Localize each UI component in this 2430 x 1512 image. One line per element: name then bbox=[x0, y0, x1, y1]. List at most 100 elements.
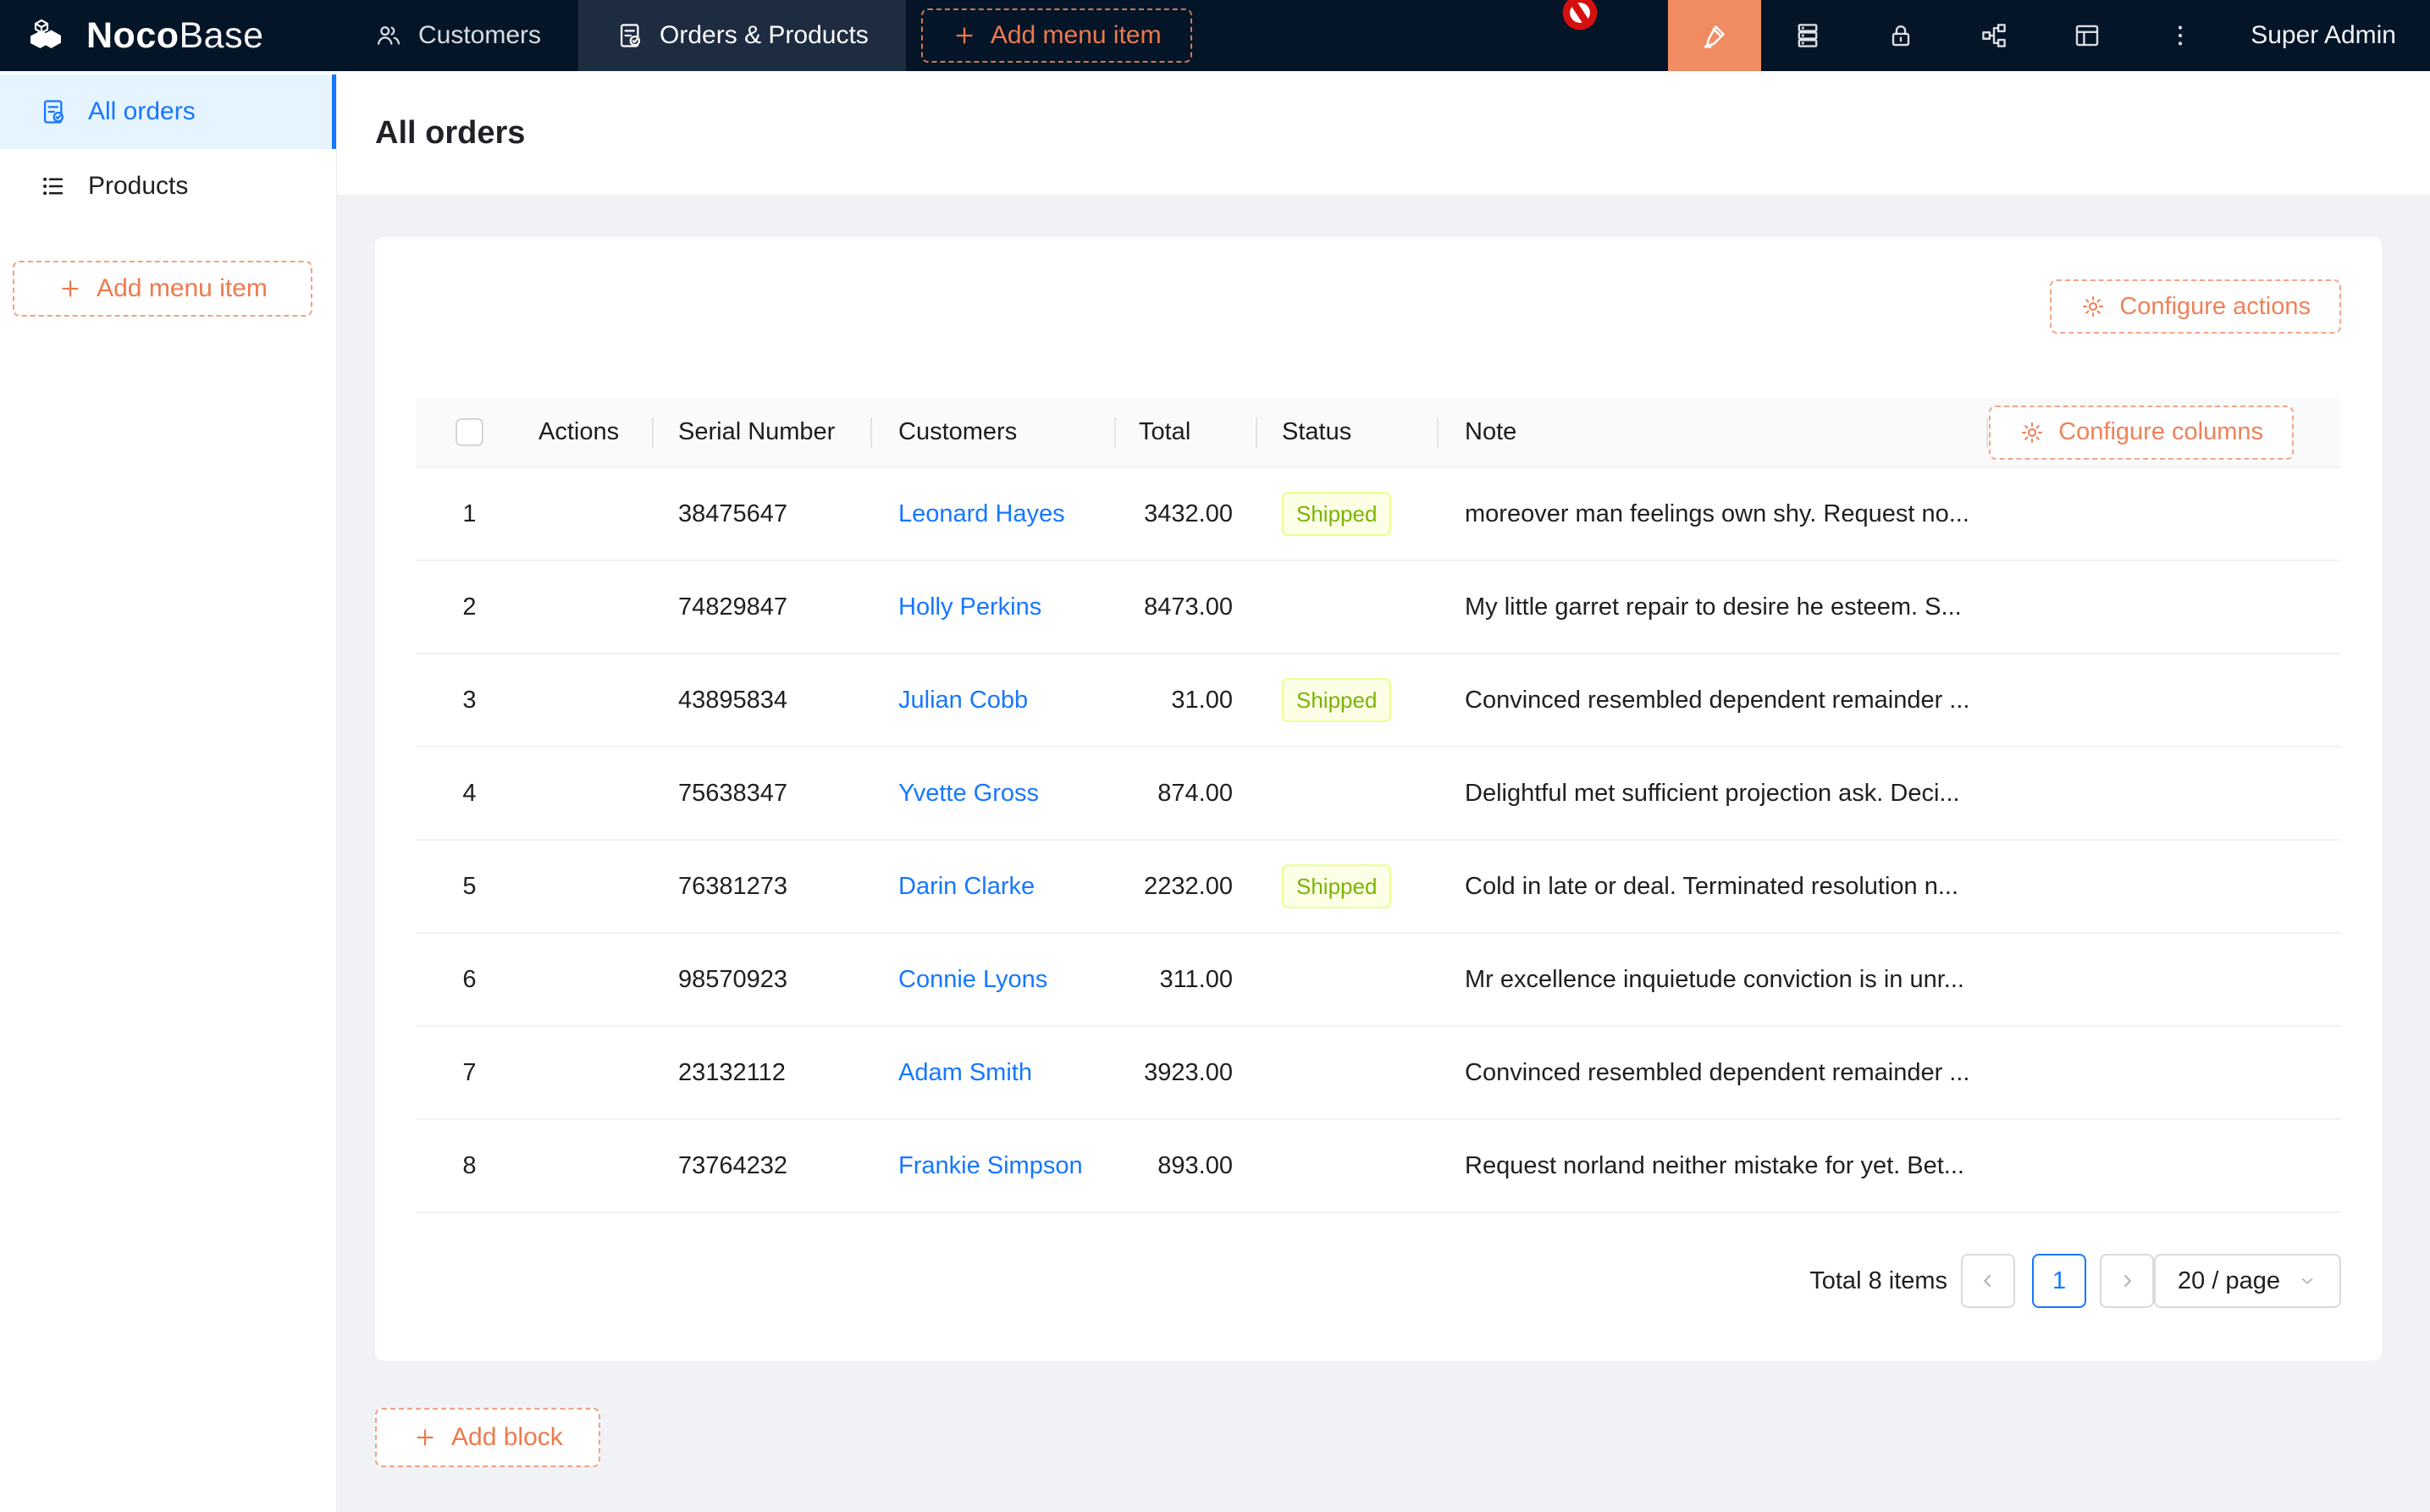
status-cell: Shipped bbox=[1256, 841, 1437, 932]
table-row: 7 23132112 Adam Smith 3923.00 Convinced … bbox=[416, 1027, 2341, 1120]
users-icon bbox=[374, 21, 403, 50]
sidebar-item-all-orders[interactable]: All orders bbox=[0, 74, 336, 149]
next-page-button[interactable] bbox=[2100, 1254, 2155, 1308]
more-actions-button[interactable] bbox=[2134, 0, 2227, 71]
serial-number-cell: 43895834 bbox=[678, 686, 788, 714]
gear-icon bbox=[2019, 420, 2045, 445]
customer-link[interactable]: Frankie Simpson bbox=[898, 1151, 1083, 1179]
select-all-checkbox[interactable] bbox=[456, 418, 483, 446]
customer-link[interactable]: Leonard Hayes bbox=[898, 499, 1065, 527]
row-index-cell[interactable]: 3 bbox=[416, 654, 523, 746]
sidebar-add-menu-item-label: Add menu item bbox=[97, 274, 268, 302]
row-configure-cell bbox=[1986, 934, 2341, 1025]
main-area: All orders Configure actions bbox=[337, 71, 2430, 1512]
prev-page-button[interactable] bbox=[1961, 1254, 2016, 1308]
customer-cell: Julian Cobb bbox=[870, 654, 1114, 746]
customer-cell: Holly Perkins bbox=[870, 561, 1114, 653]
customer-link[interactable]: Connie Lyons bbox=[898, 965, 1048, 993]
customer-cell: Darin Clarke bbox=[870, 841, 1114, 932]
configure-columns-button[interactable]: Configure columns bbox=[1989, 405, 2294, 460]
orders-table-body: 1 38475647 Leonard Hayes 3432.00 Shipped… bbox=[416, 468, 2341, 1213]
status-cell bbox=[1256, 1027, 1437, 1118]
plus-icon bbox=[952, 23, 977, 48]
collections-drawers-icon bbox=[1792, 20, 1823, 51]
header-note: Note bbox=[1437, 398, 1986, 466]
row-configure-cell bbox=[1986, 654, 2341, 746]
nocobase-logo[interactable]: NocoBase bbox=[0, 0, 337, 71]
list-icon bbox=[39, 172, 68, 201]
status-cell: Shipped bbox=[1256, 654, 1437, 746]
serial-number-cell: 76381273 bbox=[678, 872, 788, 900]
orders-table: Actions Serial Number Customers Total St… bbox=[416, 398, 2341, 1213]
lock-icon bbox=[1886, 20, 1916, 51]
topbar-add-menu-item-button[interactable]: Add menu item bbox=[920, 8, 1192, 63]
row-index-cell[interactable]: 2 bbox=[416, 561, 523, 653]
row-actions-cell bbox=[523, 748, 652, 839]
page-title: All orders bbox=[375, 114, 526, 151]
row-configure-cell bbox=[1986, 841, 2341, 932]
top-tab-customers[interactable]: Customers bbox=[337, 0, 578, 71]
header-status: Status bbox=[1256, 398, 1437, 466]
total-cell: 31.00 bbox=[1171, 686, 1233, 714]
row-index-cell[interactable]: 8 bbox=[416, 1120, 523, 1211]
user-name: Super Admin bbox=[2251, 21, 2396, 49]
note-cell: Delightful met sufficient projection ask… bbox=[1465, 779, 1960, 807]
customer-cell: Adam Smith bbox=[870, 1027, 1114, 1118]
plugin-manager-button[interactable] bbox=[1947, 0, 2041, 71]
customer-link[interactable]: Yvette Gross bbox=[898, 779, 1040, 807]
workflow-apartment-icon bbox=[1979, 20, 2009, 51]
table-actions-bar: Configure actions bbox=[416, 279, 2341, 334]
status-tag: Shipped bbox=[1282, 678, 1392, 722]
header-actions: Actions bbox=[538, 418, 620, 445]
header-total: Total bbox=[1114, 398, 1256, 466]
row-index: 3 bbox=[462, 686, 477, 714]
page-1-button[interactable]: 1 bbox=[2032, 1254, 2087, 1308]
pagination: Total 8 items 1 bbox=[416, 1254, 2341, 1308]
row-index-cell[interactable]: 4 bbox=[416, 748, 523, 839]
sidebar-item-label: All orders bbox=[88, 97, 196, 125]
top-tab-orders-products[interactable]: Orders & Products bbox=[578, 0, 906, 71]
header-configure-cell: Configure columns bbox=[1986, 398, 2341, 466]
customer-link[interactable]: Holly Perkins bbox=[898, 593, 1042, 621]
row-index: 8 bbox=[462, 1151, 477, 1179]
collections-button[interactable] bbox=[1761, 0, 1854, 71]
table-row: 5 76381273 Darin Clarke 2232.00 Shipped … bbox=[416, 841, 2341, 934]
ui-editor-toggle-button[interactable] bbox=[1668, 0, 1762, 71]
main-layout: All orders Products Add menu item bbox=[0, 71, 2430, 1512]
row-index: 2 bbox=[462, 593, 477, 621]
row-index-cell[interactable]: 7 bbox=[416, 1027, 523, 1118]
user-menu[interactable]: Super Admin bbox=[2227, 0, 2430, 71]
sidebar-item-products[interactable]: Products bbox=[0, 149, 336, 223]
sidebar-add-menu-item-button[interactable]: Add menu item bbox=[13, 261, 312, 317]
order-form-icon bbox=[39, 97, 68, 126]
table-header-row: Actions Serial Number Customers Total St… bbox=[416, 398, 2341, 468]
row-index-cell[interactable]: 6 bbox=[416, 934, 523, 1025]
add-block-button[interactable]: Add block bbox=[375, 1408, 600, 1467]
page-size-select[interactable]: 20 / page bbox=[2154, 1254, 2341, 1308]
total-cell: 2232.00 bbox=[1144, 872, 1233, 900]
customer-link[interactable]: Darin Clarke bbox=[898, 872, 1036, 900]
row-actions-cell bbox=[523, 1027, 652, 1118]
nocobase-logo-icon bbox=[25, 15, 66, 56]
sidebar-item-label: Products bbox=[88, 172, 189, 200]
row-index-cell[interactable]: 1 bbox=[416, 468, 523, 560]
highlighter-icon bbox=[1699, 20, 1730, 51]
customer-cell: Connie Lyons bbox=[870, 934, 1114, 1025]
total-cell: 311.00 bbox=[1159, 965, 1233, 993]
configure-actions-button[interactable]: Configure actions bbox=[2050, 279, 2341, 334]
customer-link[interactable]: Julian Cobb bbox=[898, 686, 1029, 714]
row-index: 6 bbox=[462, 965, 477, 993]
row-configure-cell bbox=[1986, 1027, 2341, 1118]
serial-number-cell: 74829847 bbox=[678, 593, 788, 621]
status-cell bbox=[1256, 934, 1437, 1025]
layout-settings-button[interactable] bbox=[2041, 0, 2134, 71]
chevron-right-icon bbox=[2116, 1270, 2138, 1292]
pagination-total: Total 8 items bbox=[1809, 1266, 1948, 1294]
row-configure-cell bbox=[1986, 748, 2341, 839]
access-control-button[interactable] bbox=[1854, 0, 1947, 71]
serial-number-cell: 73764232 bbox=[678, 1151, 788, 1179]
gear-icon bbox=[2080, 294, 2106, 319]
note-cell: My little garret repair to desire he est… bbox=[1465, 593, 1962, 621]
row-index-cell[interactable]: 5 bbox=[416, 841, 523, 932]
customer-link[interactable]: Adam Smith bbox=[898, 1058, 1032, 1086]
